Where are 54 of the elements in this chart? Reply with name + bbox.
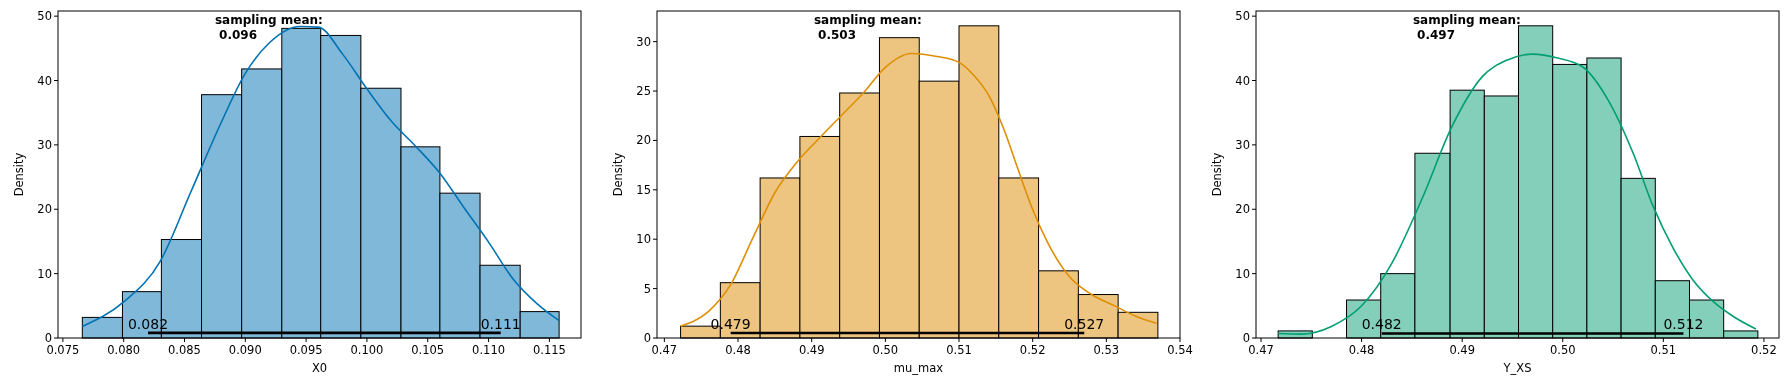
x-tick-label: 0.085 bbox=[168, 343, 201, 357]
x-tick-label: 0.53 bbox=[1093, 343, 1120, 357]
x-tick-label: 0.47 bbox=[651, 343, 678, 357]
y-tick-label: 15 bbox=[636, 182, 651, 197]
y-tick-label: 20 bbox=[636, 133, 651, 148]
y-axis-title: Density bbox=[611, 152, 625, 197]
y-axis-title: Density bbox=[1210, 152, 1224, 197]
y-tick-label: 5 bbox=[643, 281, 651, 296]
x-axis-title: X0 bbox=[311, 361, 328, 375]
annotation: sampling mean: 0.503 bbox=[813, 13, 922, 42]
y-tick-label: 20 bbox=[37, 202, 52, 217]
x-tick-label: 0.105 bbox=[411, 343, 445, 357]
y-tick-label: 50 bbox=[37, 9, 52, 24]
x-tick-label: 0.52 bbox=[1019, 343, 1046, 357]
y-tick-label: 30 bbox=[636, 34, 651, 49]
x-tick-label: 0.49 bbox=[1449, 343, 1475, 357]
x-tick-label: 0.51 bbox=[1650, 343, 1677, 357]
x-tick-label: 0.47 bbox=[1248, 343, 1274, 357]
x-tick-label: 0.090 bbox=[228, 343, 262, 357]
x-axis-title: Y_XS bbox=[1502, 361, 1532, 375]
x-tick-label: 0.51 bbox=[946, 343, 972, 357]
y-tick-label: 0 bbox=[643, 331, 651, 345]
y-tick-label: 30 bbox=[37, 137, 52, 152]
y-tick-label: 40 bbox=[1235, 73, 1250, 88]
x-tick-label: 0.54 bbox=[1167, 343, 1193, 357]
y-tick-label: 0 bbox=[44, 331, 52, 345]
y-axis-title: Density bbox=[12, 152, 26, 197]
x-tick-label: 0.50 bbox=[872, 343, 899, 357]
x-tick-label: 0.50 bbox=[1549, 343, 1576, 357]
y-tick-label: 10 bbox=[1235, 266, 1250, 281]
x-tick-label: 0.080 bbox=[107, 343, 141, 357]
y-tick-label: 20 bbox=[1235, 202, 1250, 217]
x-tick-label: 0.075 bbox=[46, 343, 80, 357]
x-tick-label: 0.48 bbox=[1348, 343, 1375, 357]
x-tick-label: 0.110 bbox=[472, 343, 506, 357]
y-tick-label: 30 bbox=[1235, 137, 1250, 152]
annotation: sampling mean: 0.096 bbox=[214, 13, 323, 42]
line-series bbox=[81, 25, 560, 328]
x-tick-label: 0.095 bbox=[289, 343, 323, 357]
x-axis-title: mu_max bbox=[893, 361, 944, 375]
annotation: sampling mean: 0.497 bbox=[1412, 13, 1521, 42]
x-tick-label: 0.100 bbox=[350, 343, 384, 357]
y-tick-label: 10 bbox=[37, 266, 52, 281]
y-tick-label: 25 bbox=[636, 84, 651, 99]
y-tick-label: 0 bbox=[1242, 331, 1250, 345]
x-tick-label: 0.115 bbox=[532, 343, 566, 357]
x-tick-label: 0.52 bbox=[1751, 343, 1777, 357]
x-tick-label: 0.49 bbox=[798, 343, 825, 357]
y-tick-label: 40 bbox=[37, 73, 52, 88]
x-tick-label: 0.48 bbox=[725, 343, 751, 357]
line-series bbox=[679, 52, 1158, 327]
annotation: 0.111 bbox=[480, 315, 521, 332]
y-tick-label: 10 bbox=[636, 232, 651, 247]
y-tick-label: 50 bbox=[1235, 9, 1250, 24]
